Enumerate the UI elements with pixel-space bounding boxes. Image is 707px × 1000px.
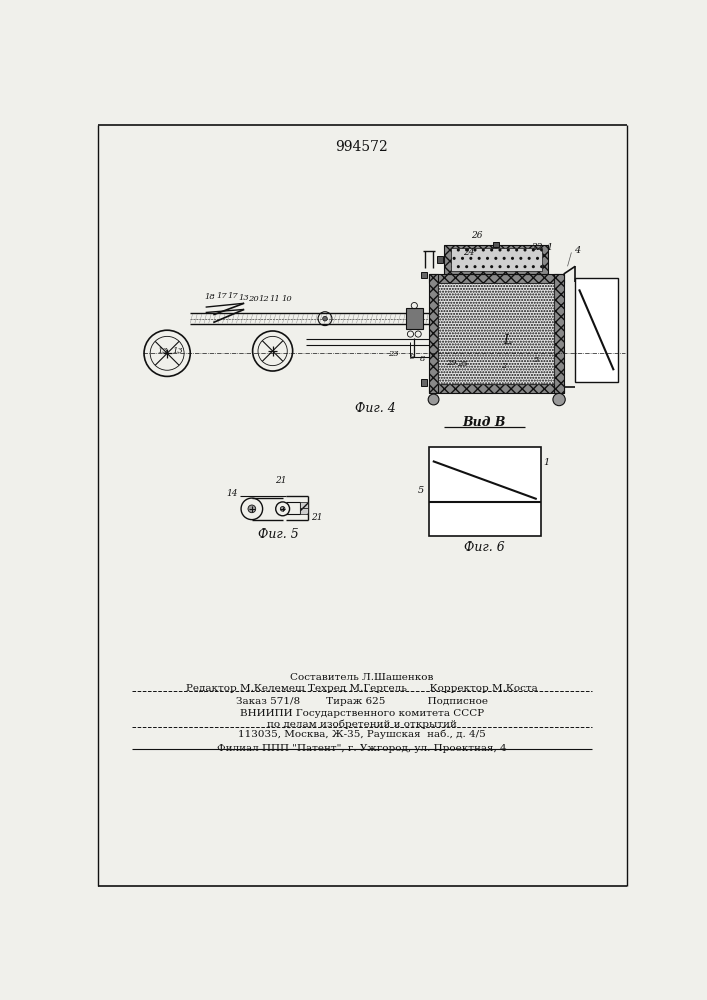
- Bar: [444, 245, 549, 274]
- Text: Составитель Л.Шашенков: Составитель Л.Шашенков: [291, 673, 433, 682]
- Text: Вид В: Вид В: [462, 416, 506, 429]
- Text: 12: 12: [258, 295, 269, 303]
- Circle shape: [248, 505, 256, 513]
- Text: Филиал ППП "Патент", г. Ужгород, ул. Проектная, 4: Филиал ППП "Патент", г. Ужгород, ул. Про…: [217, 744, 507, 753]
- Text: 4: 4: [573, 246, 580, 255]
- Text: 22: 22: [532, 243, 543, 252]
- Text: 8: 8: [420, 355, 425, 363]
- Bar: [429, 447, 541, 536]
- Text: 18: 18: [204, 293, 215, 301]
- Text: 10: 10: [281, 295, 292, 303]
- Text: 21: 21: [311, 513, 322, 522]
- Bar: [554, 274, 563, 393]
- Text: 24: 24: [463, 248, 474, 257]
- Text: 13: 13: [157, 347, 168, 355]
- Bar: [300, 508, 308, 514]
- Text: Заказ 571/8        Тираж 625             Подписное: Заказ 571/8 Тираж 625 Подписное: [236, 697, 488, 706]
- Bar: [429, 274, 438, 393]
- Text: Фиг. 5: Фиг. 5: [259, 528, 299, 541]
- Bar: [437, 256, 443, 263]
- Bar: [421, 272, 428, 278]
- Text: 26: 26: [472, 231, 483, 240]
- Text: 17: 17: [227, 292, 238, 300]
- Text: ВНИИПИ Государственного комитета СССР: ВНИИПИ Государственного комитета СССР: [240, 709, 484, 718]
- Bar: [429, 274, 563, 283]
- Text: 11: 11: [269, 295, 280, 303]
- Circle shape: [553, 393, 565, 406]
- Bar: [421, 379, 428, 386]
- Bar: [450, 248, 542, 271]
- Bar: [406, 308, 423, 329]
- Text: 29: 29: [446, 359, 457, 367]
- Text: 5: 5: [534, 356, 539, 364]
- Text: 1: 1: [544, 458, 550, 467]
- Text: Редактор М.Келемеш Техред М.Гергель       Корректор М.Коста: Редактор М.Келемеш Техред М.Гергель Корр…: [186, 684, 538, 693]
- Text: 23: 23: [388, 350, 399, 358]
- Text: Фиг. 6: Фиг. 6: [464, 541, 505, 554]
- Circle shape: [281, 507, 285, 511]
- Text: 113035, Москва, Ж-35, Раушская  наб., д. 4/5: 113035, Москва, Ж-35, Раушская наб., д. …: [238, 729, 486, 739]
- Text: 994572: 994572: [336, 140, 388, 154]
- Text: 17: 17: [216, 292, 227, 300]
- Circle shape: [322, 316, 327, 321]
- Bar: [493, 242, 499, 247]
- Text: L: L: [503, 334, 512, 347]
- Text: 25: 25: [457, 360, 468, 368]
- Bar: [300, 502, 308, 508]
- Text: 20: 20: [248, 295, 259, 303]
- Circle shape: [428, 394, 439, 405]
- Text: 2: 2: [501, 362, 507, 370]
- Text: 13: 13: [238, 294, 249, 302]
- Bar: [438, 283, 554, 384]
- Text: 5: 5: [418, 486, 424, 495]
- Text: 13: 13: [173, 347, 183, 355]
- Text: Фиг. 4: Фиг. 4: [355, 402, 395, 415]
- Text: 14: 14: [226, 489, 238, 498]
- Text: 21: 21: [275, 476, 286, 485]
- Text: 1: 1: [546, 243, 552, 252]
- Bar: [429, 384, 563, 393]
- Bar: [575, 278, 618, 382]
- Text: 9: 9: [409, 353, 415, 361]
- Text: по делам изобретений и открытий: по делам изобретений и открытий: [267, 719, 457, 729]
